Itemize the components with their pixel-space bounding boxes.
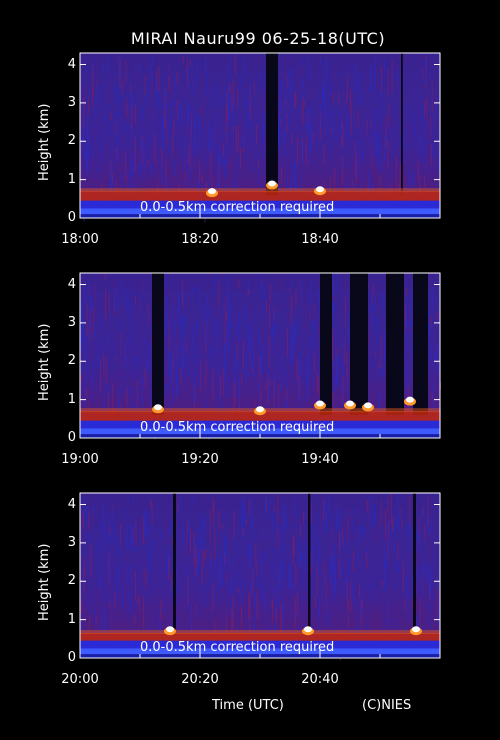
boundary-layer-band <box>80 633 440 641</box>
near-surface-layer <box>80 648 440 655</box>
y-tick-label: 2 <box>67 133 76 149</box>
cloud-top <box>316 400 324 407</box>
x-tick-label: 19:00 <box>61 452 99 467</box>
credit-label: (C)NIES <box>362 698 412 713</box>
correction-note: 0.0-0.5km correction required <box>140 420 335 435</box>
y-tick-label: 0 <box>67 430 76 445</box>
y-tick-label: 4 <box>67 56 76 72</box>
y-axis-label: Height (km) <box>37 323 52 401</box>
signal-gap <box>386 273 404 415</box>
y-tick-label: 0 <box>67 650 76 665</box>
correction-note: 0.0-0.5km correction required <box>140 640 335 655</box>
heatmap-plot <box>79 492 441 661</box>
heatmap-plot <box>79 52 441 223</box>
signal-gap <box>173 493 176 635</box>
cloud-top <box>154 404 162 411</box>
heatmap-plot <box>79 272 441 440</box>
cloud-top <box>364 402 372 409</box>
panel-1800: 0 1 2 3 4 18:00 18:20 18:40 Height (km) 0.0-0.5km… <box>37 52 441 247</box>
x-tick-label: 19:20 <box>181 452 219 467</box>
boundary-layer-band <box>80 411 440 421</box>
y-tick-label: 3 <box>67 94 76 110</box>
signal-gap <box>350 273 368 415</box>
x-tick-label: 18:20 <box>181 232 219 247</box>
y-axis-label: Height (km) <box>37 543 52 621</box>
boundary-layer-top <box>80 188 440 193</box>
cloud-top <box>256 406 264 413</box>
signal-gap <box>266 53 278 195</box>
y-tick-label: 2 <box>67 353 76 369</box>
near-surface-layer <box>80 420 440 429</box>
y-tick-label: 0 <box>67 210 76 225</box>
chart-title: MIRAI Nauru99 06-25-18(UTC) <box>130 29 386 48</box>
signal-gap <box>413 273 428 415</box>
cloud-top <box>406 396 414 403</box>
signal-gap <box>152 273 164 415</box>
cloud-top <box>304 626 312 633</box>
correction-note: 0.0-0.5km correction required <box>140 200 335 215</box>
y-tick-label: 4 <box>67 496 76 512</box>
x-tick-label: 20:00 <box>61 672 99 687</box>
y-tick-label: 2 <box>67 573 76 589</box>
near-surface-layer <box>80 200 440 209</box>
x-axis-label: Time (UTC) <box>212 698 284 713</box>
panel-2000: 0 1 2 3 4 20:00 20:20 20:40 Height (km) 0.0-0.5km… <box>37 492 441 687</box>
near-surface-layer <box>80 208 440 215</box>
x-tick-label: 19:40 <box>301 452 339 467</box>
x-tick-label: 20:20 <box>181 672 219 687</box>
y-tick-label: 1 <box>67 391 76 407</box>
near-surface-layer <box>80 428 440 435</box>
near-surface-layer <box>80 640 440 649</box>
boundary-layer-band <box>80 191 440 201</box>
x-tick-label: 20:40 <box>301 672 339 687</box>
cloud-top <box>268 180 276 187</box>
y-tick-label: 1 <box>67 611 76 627</box>
signal-gap <box>308 493 311 635</box>
cloud-top <box>316 186 324 193</box>
x-tick-label: 18:00 <box>61 232 99 247</box>
y-tick-label: 1 <box>67 171 76 187</box>
cloud-top <box>166 626 174 633</box>
signal-gap <box>401 53 403 195</box>
signal-gap <box>413 493 416 635</box>
x-tick-label: 18:40 <box>301 232 339 247</box>
cloud-top <box>346 400 354 407</box>
boundary-layer-top <box>80 630 440 635</box>
cloud-top <box>412 626 420 633</box>
y-tick-label: 3 <box>67 314 76 330</box>
cloud-top <box>208 188 216 195</box>
y-tick-label: 4 <box>67 276 76 292</box>
panel-1900: 0 1 2 3 4 19:00 19:20 19:40 Height (km) 0.0-0.5km… <box>37 272 441 467</box>
y-axis-label: Height (km) <box>37 103 52 181</box>
y-tick-label: 3 <box>67 534 76 550</box>
signal-gap <box>320 273 332 415</box>
